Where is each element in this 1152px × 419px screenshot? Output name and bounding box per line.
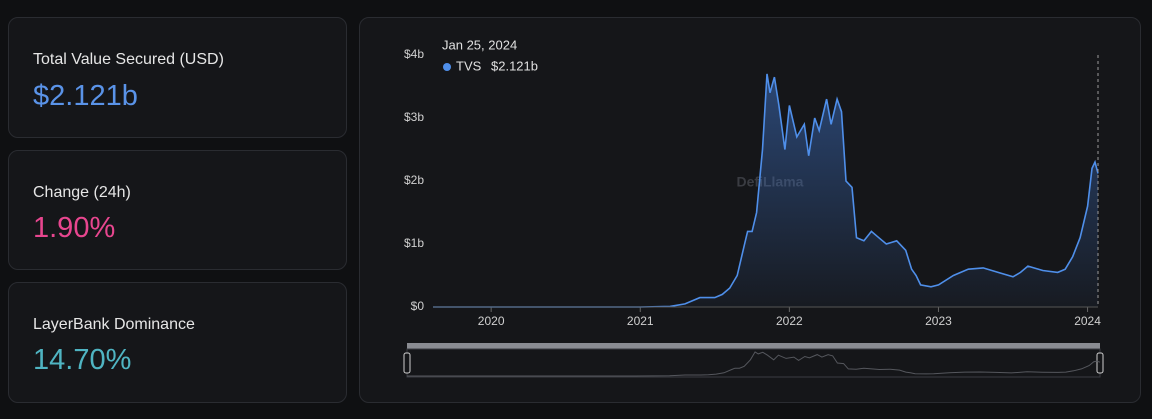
tooltip-value: $2.121b xyxy=(491,58,538,73)
stat-label: Total Value Secured (USD) xyxy=(33,51,224,68)
y-tick-label: $4b xyxy=(404,47,424,61)
stat-value: 14.70% xyxy=(33,344,132,376)
stat-label: LayerBank Dominance xyxy=(33,316,195,333)
x-tick-label: 2021 xyxy=(627,314,654,328)
stat-value: 1.90% xyxy=(33,212,116,244)
brush-bar[interactable] xyxy=(407,343,1100,349)
stat-card: LayerBank Dominance 14.70% xyxy=(8,282,347,403)
legend-dot xyxy=(443,63,451,71)
x-tick-label: 2024 xyxy=(1074,314,1101,328)
brush-handle[interactable] xyxy=(1096,352,1104,374)
y-tick-label: $3b xyxy=(404,110,424,124)
area-fill xyxy=(433,73,1098,308)
line xyxy=(433,73,1099,308)
tooltip-date: Jan 25, 2024 xyxy=(442,37,517,52)
x-tick-label: 2023 xyxy=(925,314,952,328)
stat-card: Total Value Secured (USD) $2.121b xyxy=(8,17,347,138)
brush-handle[interactable] xyxy=(403,352,411,374)
x-tick-label: 2022 xyxy=(776,314,803,328)
x-tick-label: 2020 xyxy=(478,314,505,328)
legend-label: TVS xyxy=(456,58,482,73)
y-tick-label: $1b xyxy=(404,236,424,250)
chart-panel xyxy=(359,17,1141,403)
y-tick-label: $2b xyxy=(404,173,424,187)
stat-label: Change (24h) xyxy=(33,184,131,201)
brush-line xyxy=(407,351,1101,377)
stat-card: Change (24h) 1.90% xyxy=(8,150,347,270)
y-tick-label: $0 xyxy=(411,299,425,313)
stat-value: $2.121b xyxy=(33,80,138,112)
